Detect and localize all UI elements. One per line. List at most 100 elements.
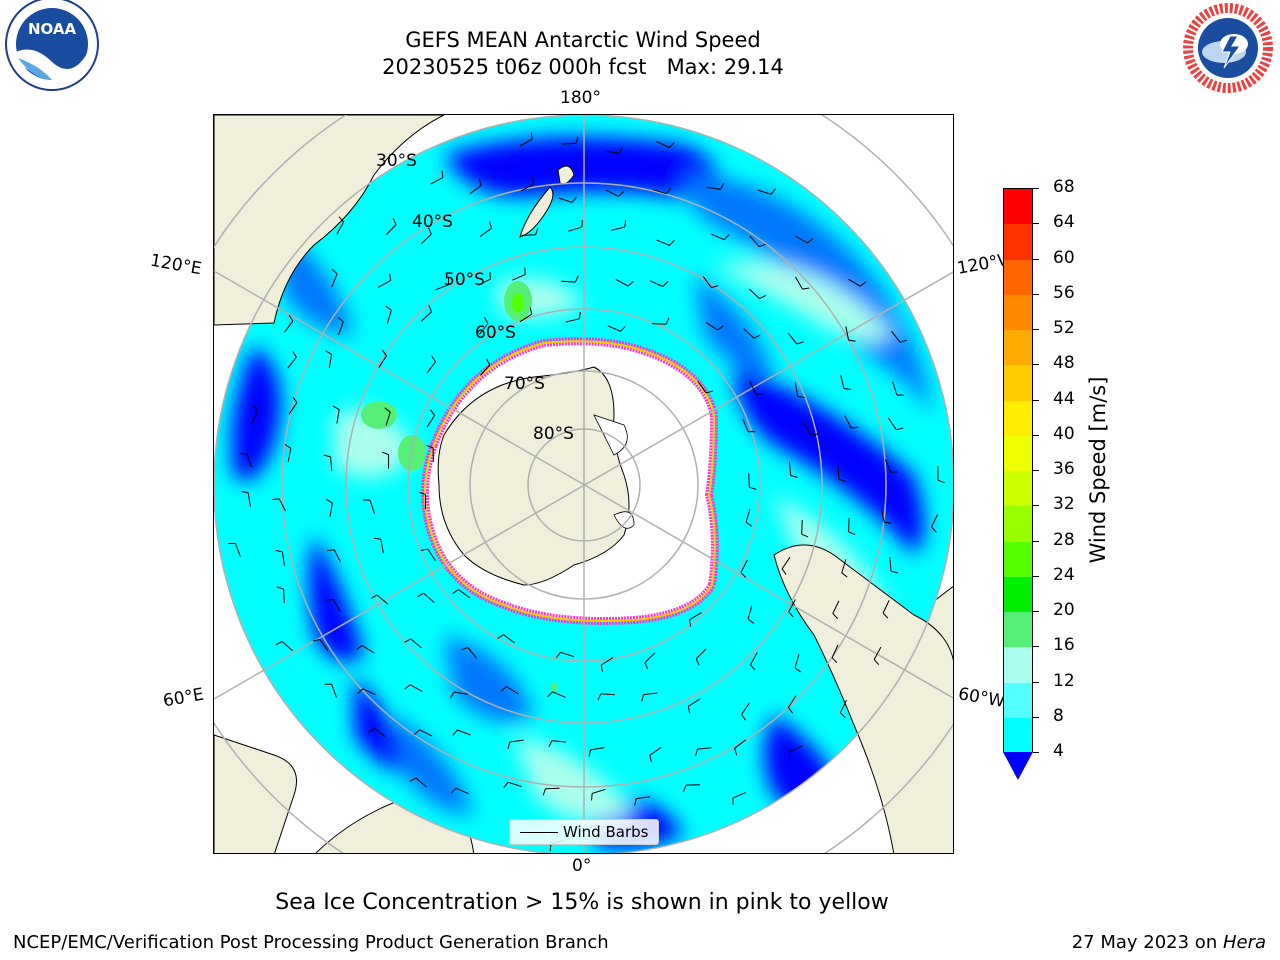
wind-barb-flag	[292, 396, 298, 403]
wind-barb-flag	[811, 433, 819, 436]
wind-barb-shaft	[552, 691, 566, 698]
wind-barb-shaft	[386, 310, 392, 324]
wind-barb-flag	[275, 549, 283, 553]
colorbar-segment	[1004, 717, 1032, 754]
wind-barb-flag	[373, 537, 381, 540]
map-legend: Wind Barbs	[509, 819, 659, 845]
colorbar-tick	[1033, 258, 1039, 260]
sea-ice-note-text: Sea Ice Concentration > 15% is shown in …	[275, 890, 889, 915]
wind-barb-flag	[802, 287, 810, 290]
lat-label-40s: 40°S	[412, 212, 453, 232]
wind-barb-flag	[717, 325, 724, 331]
wind-barb-shaft	[287, 356, 297, 369]
wind-barb-shaft	[788, 461, 792, 476]
wind-barb-shaft	[689, 612, 702, 621]
wind-barb-flag	[331, 268, 338, 275]
lon-label-60e: 60°E	[161, 684, 206, 712]
wind-barb-shaft	[560, 651, 575, 658]
colorbar-title: Wind Speed [m/s]	[1086, 376, 1110, 564]
wind-barb-flag	[292, 350, 297, 358]
wind-barb-flag	[899, 339, 907, 343]
wind-barb-shaft	[644, 652, 656, 663]
colorbar-tick	[1033, 399, 1039, 401]
wind-barb-flag	[624, 219, 627, 228]
wind-barb-shaft	[561, 142, 576, 145]
wind-barb-flag	[759, 295, 767, 300]
wind-barb-shaft	[742, 418, 749, 432]
wind-barb-flag	[549, 844, 552, 852]
wind-barb-flag	[503, 781, 509, 789]
wind-barb-shaft	[435, 284, 449, 291]
wind-barb-shaft	[278, 498, 287, 512]
wind-barb-flag	[634, 798, 637, 806]
wind-barb-shaft	[706, 187, 721, 190]
wind-barb-shaft	[749, 235, 760, 247]
wind-barb-shaft	[519, 313, 532, 323]
wind-barb-shaft	[832, 600, 840, 614]
wind-barb-flag	[381, 451, 389, 456]
colorbar-segment	[1004, 400, 1032, 437]
wind-barb-shaft	[607, 325, 621, 332]
wind-barb-shaft	[374, 727, 386, 738]
wind-barb-flag	[620, 325, 626, 332]
wind-barb-shaft	[840, 374, 845, 389]
wind-barb-flag	[450, 787, 457, 794]
wind-barb-shaft	[506, 686, 519, 695]
wind-barb-flag	[542, 788, 546, 796]
wind-barb-shaft	[848, 517, 850, 532]
wind-barb-shaft	[748, 473, 750, 488]
wind-barb-shaft	[757, 189, 772, 195]
graticule	[214, 115, 953, 853]
wind-barb-flag	[741, 714, 747, 721]
wind-barb-flag	[489, 221, 492, 229]
colorbar-tick	[1033, 188, 1039, 189]
wind-barb-shaft	[565, 318, 580, 323]
wind-barb-flag	[420, 548, 428, 551]
colorbar-tick	[1033, 505, 1039, 507]
wind-barb-shaft	[740, 559, 748, 573]
wind-barb-flag	[337, 316, 344, 323]
wind-barb-shaft	[284, 320, 294, 333]
wind-barb-flag	[486, 358, 491, 366]
wind-barb-shaft	[931, 514, 939, 528]
wind-barb-flag	[429, 409, 436, 416]
wind-barb-shaft	[803, 423, 812, 436]
wind-barb-flag	[409, 777, 417, 782]
wind-barb-flag	[489, 272, 491, 280]
wind-barb-shaft	[688, 698, 701, 707]
lat-label-60s: 60°S	[475, 323, 516, 343]
wind-barb-shaft	[477, 278, 491, 286]
wind-barb-flag	[790, 475, 798, 478]
colorbar-tick	[1033, 223, 1039, 225]
wind-barb-shaft	[458, 589, 471, 599]
wind-barb-shaft	[329, 502, 333, 517]
wind-barb-shaft	[336, 221, 345, 235]
colorbar-tick	[1033, 681, 1039, 683]
wind-barb-shaft	[369, 500, 375, 514]
wind-barb-flag	[323, 454, 331, 458]
colorbar-segment	[1004, 330, 1032, 366]
colorbar-tick-label: 20	[1053, 600, 1075, 620]
wind-barb-shaft	[837, 465, 840, 480]
wind-barb-flag	[720, 182, 725, 190]
wind-barb-flag	[591, 793, 593, 801]
colorbar-tick-label: 28	[1053, 529, 1075, 550]
wind-barb-shaft	[600, 693, 615, 696]
wind-barb-shaft	[794, 654, 800, 668]
wind-barb-flag	[882, 612, 889, 619]
wind-barb-shaft	[507, 781, 522, 787]
footer-host: Hera	[1222, 932, 1266, 953]
wind-barb-flag	[530, 132, 533, 140]
wind-barb-flag	[832, 613, 838, 619]
wind-barb-flag	[275, 641, 283, 646]
wind-barb-shaft	[455, 787, 469, 795]
wind-barb-flag	[326, 598, 334, 601]
footer-date-text: 27 May 2023 on	[1071, 932, 1223, 953]
colorbar-segment	[1004, 294, 1032, 331]
colorbar-tick-label: 12	[1053, 670, 1075, 691]
colorbar-segment	[1004, 471, 1032, 507]
wind-barb-flag	[548, 740, 553, 748]
wind-barb-shaft	[361, 644, 375, 654]
colorbar-segment	[1004, 224, 1032, 260]
wind-barb-shaft	[545, 787, 560, 790]
